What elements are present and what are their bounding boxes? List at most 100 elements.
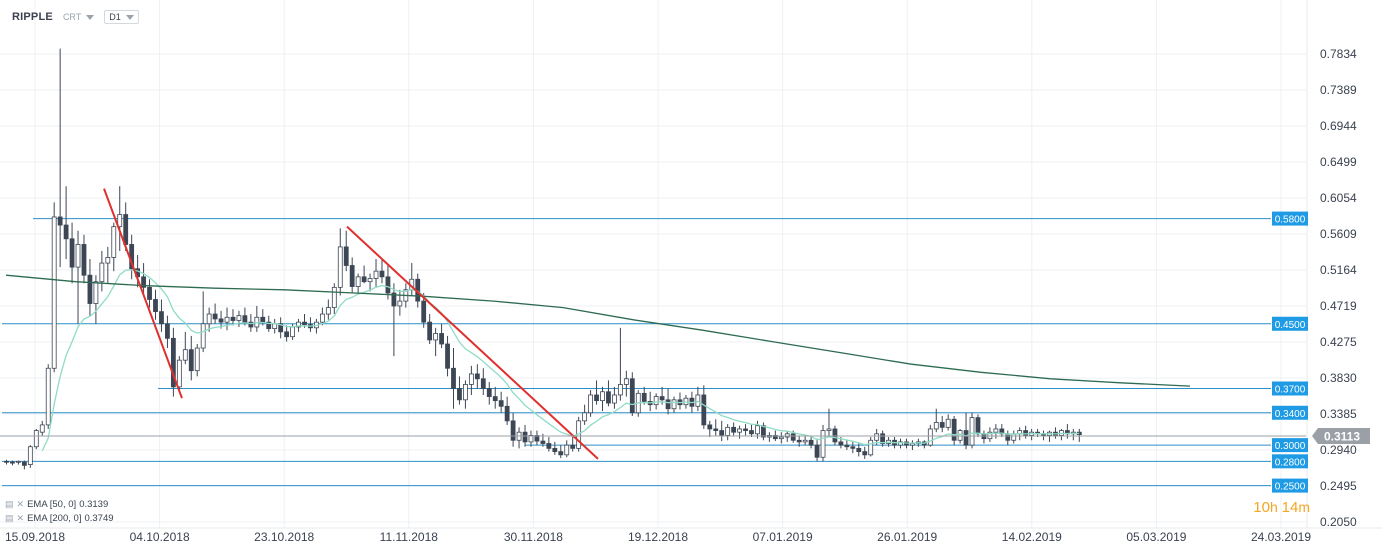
x-tick-label: 05.03.2019 bbox=[1126, 530, 1186, 544]
x-tick-label: 15.09.2018 bbox=[5, 530, 65, 544]
settings-icon[interactable]: ▤ bbox=[5, 513, 14, 523]
chevron-down-icon bbox=[86, 14, 95, 20]
candle-body bbox=[987, 431, 993, 440]
candle-body bbox=[552, 447, 558, 453]
candle bbox=[617, 327, 623, 401]
candle-body bbox=[75, 244, 81, 268]
candle-body bbox=[278, 323, 284, 333]
legend-ema200-value: 0.3749 bbox=[84, 513, 114, 524]
timeframe-dropdown[interactable]: D1 bbox=[104, 10, 139, 24]
candle bbox=[1041, 430, 1046, 441]
candle-body bbox=[790, 433, 796, 441]
candle bbox=[695, 386, 701, 412]
candle bbox=[910, 440, 915, 450]
candle-body bbox=[206, 313, 212, 325]
candle bbox=[856, 443, 862, 457]
candle bbox=[230, 309, 236, 326]
y-tick-label: 0.7389 bbox=[1320, 83, 1357, 97]
candle-body bbox=[963, 430, 969, 446]
y-tick-label: 0.7834 bbox=[1320, 47, 1357, 61]
candle bbox=[498, 391, 504, 413]
candle-body bbox=[814, 444, 820, 458]
candle-body bbox=[147, 286, 152, 300]
candle-body bbox=[39, 424, 45, 433]
candle-body bbox=[945, 418, 951, 428]
candle-body bbox=[939, 422, 945, 428]
candle-body bbox=[1023, 430, 1029, 436]
candle-countdown: 10h 14m bbox=[1253, 499, 1310, 516]
candle-body bbox=[397, 300, 403, 307]
candle bbox=[820, 424, 826, 462]
candle bbox=[433, 327, 439, 357]
candle bbox=[546, 437, 552, 452]
candle-body bbox=[123, 214, 129, 245]
candle bbox=[206, 307, 212, 332]
x-tick-label: 11.11.2018 bbox=[380, 530, 439, 544]
candle bbox=[868, 437, 874, 457]
instrument-type-dropdown[interactable]: CRT bbox=[59, 11, 98, 23]
candle bbox=[188, 335, 194, 381]
candle-body bbox=[445, 343, 450, 369]
candle bbox=[331, 283, 337, 315]
candle-body bbox=[969, 417, 975, 446]
candle bbox=[308, 317, 313, 332]
close-icon[interactable]: ✕ bbox=[16, 499, 25, 509]
candle bbox=[468, 365, 474, 395]
candle-body bbox=[272, 323, 278, 330]
candle-body bbox=[617, 384, 623, 396]
candle-body bbox=[99, 262, 105, 283]
candle-body bbox=[457, 388, 462, 401]
candle-body bbox=[385, 276, 391, 294]
trend-line bbox=[346, 225, 599, 460]
candle-body bbox=[290, 326, 295, 338]
candle bbox=[832, 425, 838, 446]
candle-body bbox=[361, 276, 367, 283]
candle bbox=[802, 435, 808, 446]
candle-body bbox=[749, 430, 754, 435]
candle-body bbox=[367, 278, 373, 283]
candle bbox=[844, 440, 850, 450]
y-tick-label: 0.6944 bbox=[1320, 119, 1357, 133]
legend-ema50-label: EMA [50, 0] bbox=[27, 499, 77, 510]
candle-body bbox=[743, 428, 748, 431]
candle-body bbox=[665, 399, 671, 410]
candle bbox=[445, 335, 450, 377]
candle-body bbox=[111, 226, 117, 258]
level-price-tag bbox=[1272, 211, 1308, 226]
settings-icon[interactable]: ▤ bbox=[5, 499, 14, 509]
candle-body bbox=[659, 396, 665, 401]
candle bbox=[1011, 430, 1017, 444]
candle-body bbox=[433, 333, 439, 341]
candle-body bbox=[570, 444, 576, 449]
candle-body bbox=[421, 300, 427, 323]
candle-body bbox=[117, 214, 123, 228]
candle-body bbox=[224, 316, 230, 323]
candle-body bbox=[427, 321, 433, 341]
candle bbox=[1023, 425, 1029, 439]
x-tick-label: 23.10.2018 bbox=[254, 530, 314, 544]
candles-group bbox=[4, 48, 1082, 470]
y-tick-label: 0.2050 bbox=[1320, 515, 1357, 529]
candle bbox=[951, 416, 957, 446]
candle-body bbox=[504, 405, 510, 422]
candle-body bbox=[302, 321, 307, 325]
candle-body bbox=[141, 276, 146, 288]
candle bbox=[439, 323, 444, 349]
candle-body bbox=[498, 400, 504, 407]
candle-body bbox=[165, 323, 170, 339]
candle bbox=[75, 230, 81, 324]
candle-body bbox=[16, 460, 21, 463]
level-price-tag bbox=[1272, 381, 1308, 396]
candle-body bbox=[212, 313, 218, 320]
candle-body bbox=[606, 391, 611, 404]
x-tick-label: 24.03.2019 bbox=[1251, 530, 1311, 544]
close-icon[interactable]: ✕ bbox=[16, 513, 25, 523]
candle bbox=[570, 435, 576, 452]
candle bbox=[492, 386, 498, 409]
candle-body bbox=[248, 321, 254, 328]
candle-body bbox=[802, 439, 808, 443]
candle bbox=[749, 424, 754, 438]
candle bbox=[743, 424, 748, 436]
candle bbox=[361, 265, 367, 284]
